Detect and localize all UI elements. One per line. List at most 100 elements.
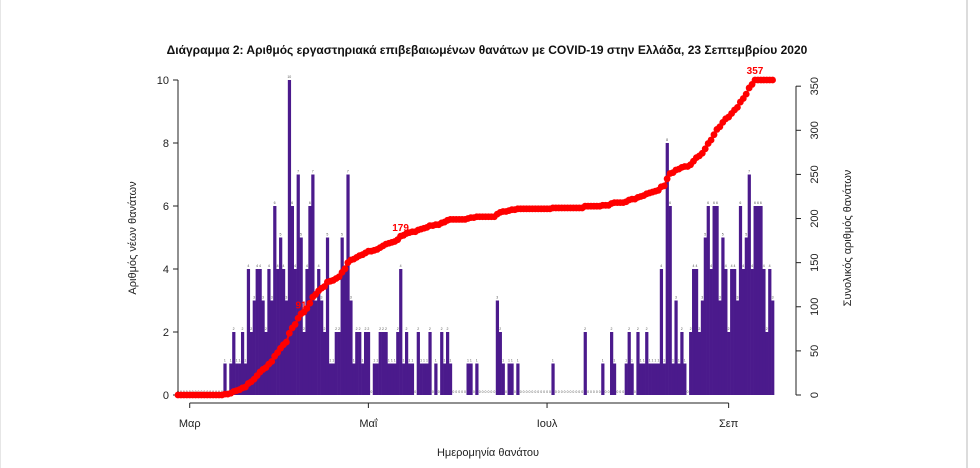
- bar: [396, 332, 400, 395]
- bar-value-label: 1: [403, 359, 405, 363]
- bar: [290, 206, 294, 395]
- bar-value-label: 1: [236, 359, 238, 363]
- bar-value-label: 1: [362, 359, 364, 363]
- bar: [601, 363, 605, 395]
- bar-value-label: 6: [707, 201, 709, 205]
- bar-value-label: 0: [370, 390, 372, 394]
- bar-value-label: 0: [575, 390, 577, 394]
- bar: [448, 363, 453, 395]
- bar: [656, 363, 661, 395]
- bar: [659, 269, 664, 395]
- cumulative-point: [769, 76, 776, 84]
- bar: [662, 363, 666, 395]
- bar-value-label: 1: [649, 359, 651, 363]
- bar: [296, 174, 300, 395]
- bar: [267, 269, 271, 395]
- bar: [718, 300, 722, 395]
- bar: [238, 363, 242, 395]
- bar: [624, 363, 628, 395]
- bar: [706, 206, 710, 395]
- bar-value-label: 0: [537, 390, 539, 394]
- bar-value-label: 5: [704, 233, 706, 237]
- y-tick-label: 4: [163, 264, 169, 276]
- bar-value-label: 5: [722, 233, 724, 237]
- bar-value-label: 7: [312, 170, 314, 174]
- y2-tick-label: 200: [809, 209, 821, 227]
- bar-value-label: 0: [490, 390, 492, 394]
- bar-value-label: 4: [256, 264, 258, 268]
- bar: [653, 363, 658, 395]
- cumulative-point: [341, 265, 349, 273]
- bar: [261, 300, 265, 395]
- bar-value-label: 6: [669, 201, 671, 205]
- bar: [223, 363, 227, 395]
- bar-value-label: 1: [672, 359, 674, 363]
- cumulative-annotation: 357: [747, 66, 764, 77]
- bar: [697, 332, 702, 395]
- bar-value-label: 4: [259, 264, 261, 268]
- bar-value-label: 1: [517, 359, 519, 363]
- bar: [284, 300, 289, 395]
- bar-value-label: 4: [247, 264, 249, 268]
- bar-value-label: 0: [593, 390, 595, 394]
- bar-value-label: 0: [458, 390, 460, 394]
- bar: [735, 300, 740, 395]
- bar-value-label: 4: [306, 264, 308, 268]
- bar-value-label: 4: [731, 264, 733, 268]
- bar: [317, 269, 321, 395]
- bar-value-label: 3: [736, 296, 738, 300]
- bar-value-label: 3: [321, 296, 323, 300]
- bar-value-label: 0: [555, 390, 557, 394]
- bar-value-label: 2: [364, 327, 366, 331]
- bar: [410, 363, 415, 395]
- bar-value-label: 2: [233, 327, 235, 331]
- bar-value-label: 4: [763, 264, 765, 268]
- bar-value-label: 1: [470, 359, 472, 363]
- x-tick-label: Σεπ: [719, 418, 739, 430]
- bar: [715, 206, 719, 395]
- bar-value-label: 1: [449, 359, 451, 363]
- bar: [756, 206, 760, 395]
- bar-value-label: 6: [713, 201, 715, 205]
- bar: [466, 363, 470, 395]
- bar-value-label: 0: [482, 390, 484, 394]
- y-tick-label: 0: [163, 390, 169, 402]
- y-tick-label: 10: [157, 75, 169, 87]
- bar: [703, 237, 707, 395]
- bar-value-label: 2: [584, 327, 586, 331]
- bar-value-label: 0: [523, 390, 525, 394]
- y2-tick-label: 100: [809, 298, 821, 316]
- bar-value-label: 4: [695, 264, 697, 268]
- bar-value-label: 2: [405, 327, 407, 331]
- bar-value-label: 2: [379, 327, 381, 331]
- bar: [762, 269, 766, 395]
- bar: [352, 363, 356, 395]
- bar-value-label: 0: [528, 390, 530, 394]
- y2-tick-label: 300: [809, 121, 821, 139]
- bar-value-label: 1: [394, 359, 396, 363]
- bar: [402, 363, 406, 395]
- bar-value-label: 0: [546, 390, 548, 394]
- bar-value-label: 0: [605, 390, 607, 394]
- bar-value-label: 0: [549, 390, 551, 394]
- bar: [276, 269, 280, 395]
- x-axis-label: Ημερομηνία θανάτου: [437, 447, 539, 459]
- bar-value-label: 0: [464, 390, 466, 394]
- bar-value-label: 1: [329, 359, 331, 363]
- bar: [680, 332, 684, 395]
- bar: [759, 206, 763, 395]
- bar-value-label: 2: [250, 327, 252, 331]
- y2-tick-label: 350: [809, 77, 821, 95]
- bar: [674, 300, 678, 395]
- bar: [648, 363, 652, 395]
- bar-value-label: 1: [423, 359, 425, 363]
- bar: [683, 363, 687, 395]
- bar: [243, 363, 248, 395]
- bar: [671, 363, 675, 395]
- bar: [325, 237, 330, 395]
- bar-value-label: 2: [681, 327, 683, 331]
- bar-value-label: 0: [534, 390, 536, 394]
- bar: [712, 206, 716, 395]
- bar-value-label: 6: [757, 201, 759, 205]
